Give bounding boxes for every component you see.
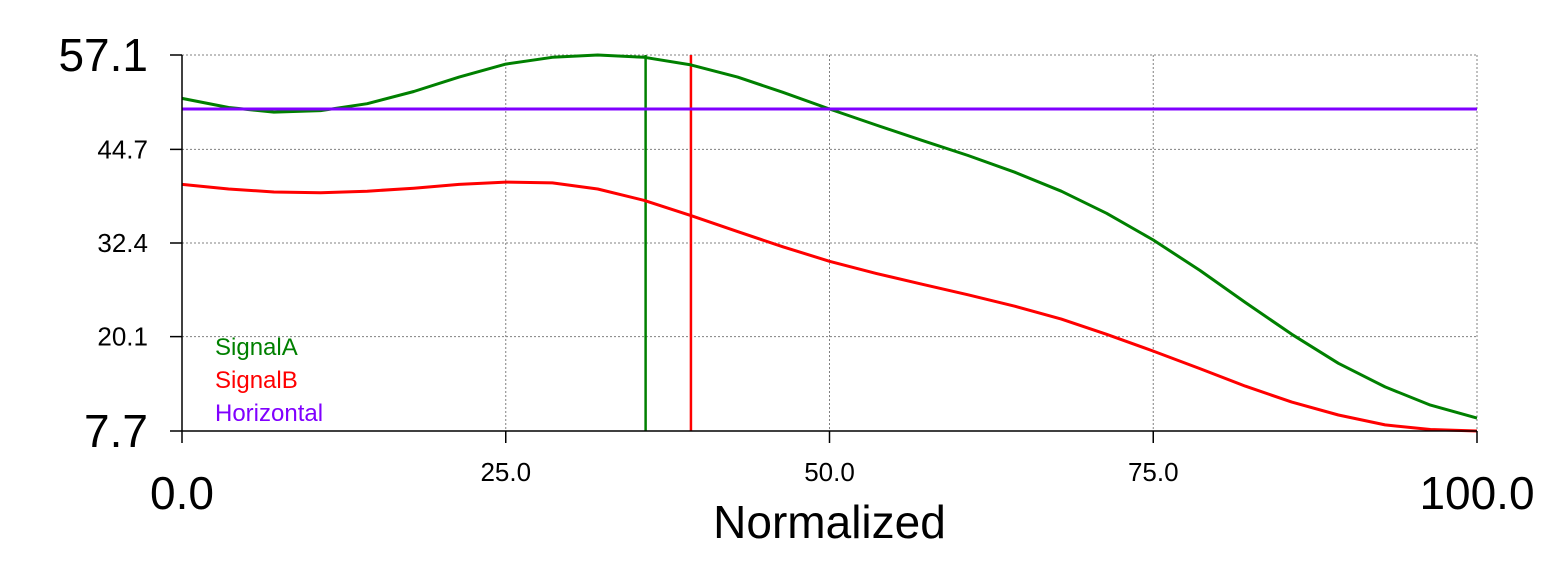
- x-tick-labels: 0.0 25.0 50.0 75.0 100.0: [150, 457, 1535, 519]
- x-axis-title: Normalized: [713, 496, 946, 548]
- legend: SignalA SignalB Horizontal: [215, 334, 323, 427]
- y-tick-label: 44.7: [97, 134, 148, 164]
- x-tick-label: 0.0: [150, 467, 214, 519]
- vertical-markers: [644, 55, 693, 431]
- y-tick-label: 32.4: [97, 228, 148, 258]
- y-tick-label: 57.1: [58, 29, 148, 81]
- y-tick-labels: 7.7 20.1 32.4 44.7 57.1: [58, 29, 148, 457]
- y-tick-label: 20.1: [97, 322, 148, 352]
- x-tick-label: 100.0: [1419, 467, 1534, 519]
- axes: [170, 54, 1478, 443]
- series-signalb-line: [181, 180, 1478, 433]
- legend-entry-signala: SignalA: [215, 334, 298, 361]
- legend-entry-signalb: SignalB: [215, 367, 298, 394]
- x-tick-label: 75.0: [1128, 457, 1179, 487]
- legend-entry-horizontal: Horizontal: [215, 400, 323, 427]
- x-tick-label: 50.0: [804, 457, 855, 487]
- x-tick-label: 25.0: [480, 457, 531, 487]
- y-tick-label: 7.7: [84, 405, 148, 457]
- series-lines: [181, 53, 1478, 433]
